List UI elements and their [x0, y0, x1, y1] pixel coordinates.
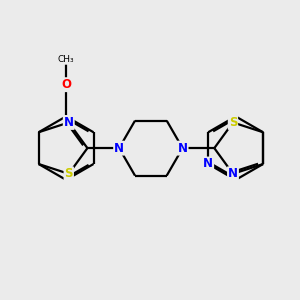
- Text: O: O: [61, 78, 71, 91]
- Text: S: S: [64, 167, 73, 180]
- Text: N: N: [114, 142, 124, 154]
- Text: N: N: [64, 116, 74, 129]
- Text: CH₃: CH₃: [58, 55, 74, 64]
- Text: N: N: [228, 167, 238, 180]
- Text: N: N: [178, 142, 188, 154]
- Text: S: S: [229, 116, 237, 129]
- Text: N: N: [203, 158, 213, 170]
